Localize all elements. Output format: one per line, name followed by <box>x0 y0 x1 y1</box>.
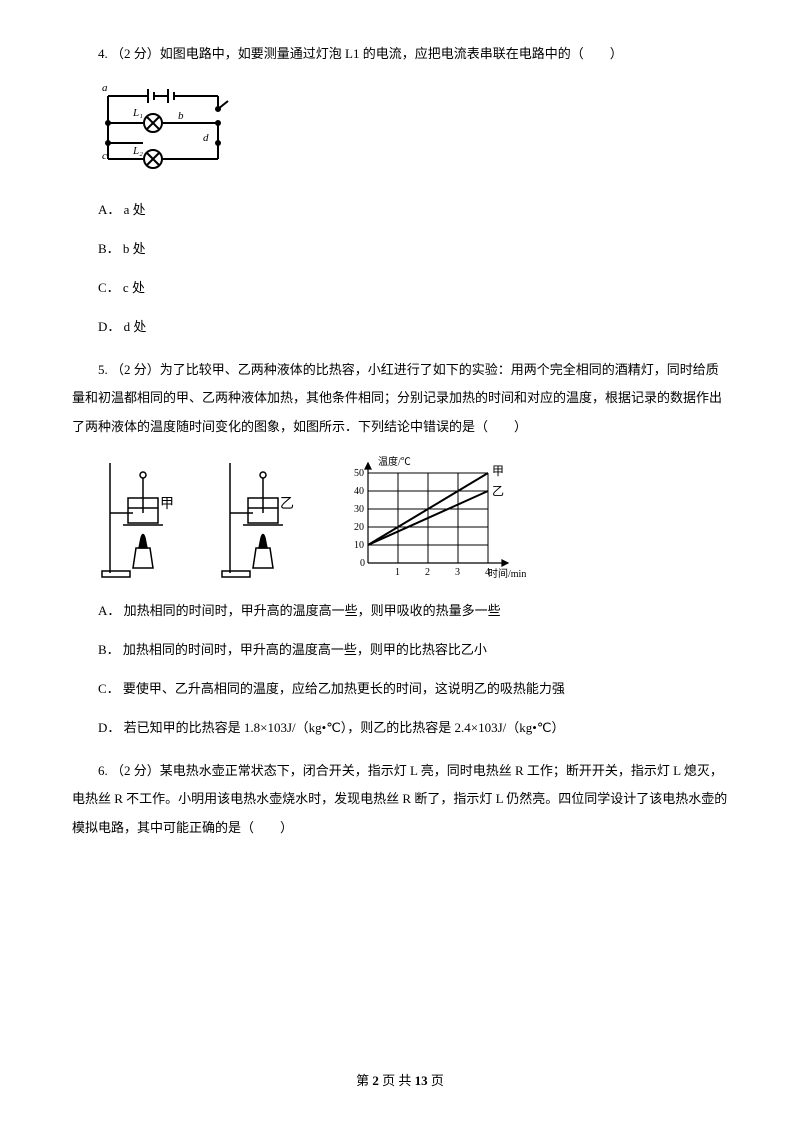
graph-svg: 温度/℃ 时间/min 0 10 20 30 40 50 1 2 3 4 甲 乙 <box>338 453 528 583</box>
ytick-5: 50 <box>354 468 364 479</box>
q4-option-a: A． a 处 <box>72 200 728 221</box>
q5-option-c: C． 要使甲、乙升高相同的温度，应给乙加热更长的时间，这说明乙的吸热能力强 <box>72 679 728 700</box>
ytick-1: 10 <box>354 540 364 551</box>
ytick-0: 0 <box>360 558 365 569</box>
footer-prefix: 第 <box>356 1073 372 1088</box>
xtick-4: 4 <box>485 567 490 578</box>
beaker-yi: 乙 <box>218 453 298 583</box>
beaker-jia: 甲 <box>98 453 178 583</box>
label-l2: L₂ <box>132 145 143 157</box>
circuit-svg: a b c d L₁ L₂ <box>98 81 238 176</box>
series-yi: 乙 <box>492 484 504 498</box>
q4-option-d: D． d 处 <box>72 317 728 338</box>
q4-stem: 4. （2 分）如图电路中，如要测量通过灯泡 L1 的电流，应把电流表串联在电路… <box>72 40 728 69</box>
label-d: d <box>203 132 209 144</box>
q5-option-b: B． 加热相同的时间时，甲升高的温度高一些，则甲的比热容比乙小 <box>72 640 728 661</box>
beaker-label-jia: 甲 <box>160 497 174 512</box>
graph-x-label: 时间/min <box>488 567 526 580</box>
ytick-4: 40 <box>354 486 364 497</box>
q4-option-c: C． c 处 <box>72 278 728 299</box>
q5-figure-row: 甲 乙 <box>98 453 728 583</box>
ytick-2: 20 <box>354 522 364 533</box>
q5-option-a: A． 加热相同的时间时，甲升高的温度高一些，则甲吸收的热量多一些 <box>72 601 728 622</box>
label-l1: L₁ <box>132 107 143 119</box>
footer-total: 13 <box>415 1073 428 1088</box>
label-a: a <box>102 82 108 94</box>
q4-circuit-image: a b c d L₁ L₂ <box>98 81 728 183</box>
label-c: c <box>102 150 107 162</box>
q6-stem: 6. （2 分）某电热水壶正常状态下，闭合开关，指示灯 L 亮，同时电热丝 R … <box>72 757 728 843</box>
xtick-1: 1 <box>395 567 400 578</box>
page-footer: 第 2 页 共 13 页 <box>0 1071 800 1092</box>
q5-option-d: D． 若已知甲的比热容是 1.8×103J/（kg•℃），则乙的比热容是 2.4… <box>72 718 728 739</box>
xtick-2: 2 <box>425 567 430 578</box>
xtick-3: 3 <box>455 567 460 578</box>
q5-stem: 5. （2 分）为了比较甲、乙两种液体的比热容，小红进行了如下的实验：用两个完全… <box>72 356 728 442</box>
label-b: b <box>178 110 184 122</box>
footer-suffix: 页 <box>428 1073 444 1088</box>
q4-option-b: B． b 处 <box>72 239 728 260</box>
beaker-label-yi: 乙 <box>280 496 294 512</box>
series-jia: 甲 <box>492 464 504 478</box>
ytick-3: 30 <box>354 504 364 515</box>
footer-middle: 页 共 <box>379 1073 415 1088</box>
graph-y-label: 温度/℃ <box>378 455 411 468</box>
